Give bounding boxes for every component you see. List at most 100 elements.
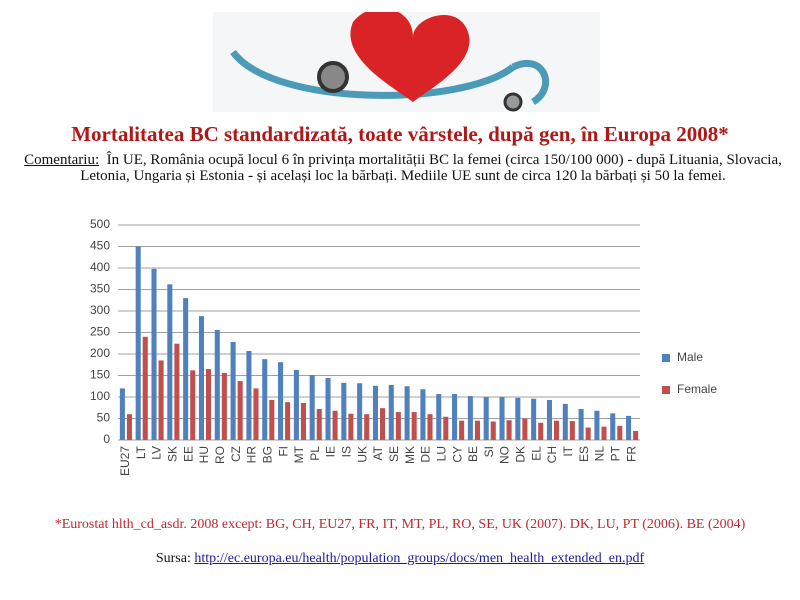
- bar: [474, 420, 480, 440]
- bar: [404, 386, 410, 440]
- bar: [459, 420, 465, 440]
- y-tick-label: 500: [90, 217, 110, 231]
- x-tick-label: IS: [340, 446, 354, 457]
- source: Sursa: http://ec.europa.eu/health/popula…: [0, 551, 800, 567]
- y-tick-label: 200: [90, 346, 110, 360]
- y-tick-label: 250: [90, 325, 110, 339]
- bar: [427, 414, 433, 440]
- x-tick-label: SE: [387, 446, 401, 462]
- bar: [174, 343, 180, 440]
- header-image: [213, 12, 600, 112]
- x-tick-label: PL: [308, 446, 322, 461]
- y-tick-label: 150: [90, 368, 110, 382]
- legend-swatch: [662, 354, 670, 362]
- bar: [309, 375, 315, 440]
- bar: [538, 422, 544, 440]
- x-tick-label: CZ: [229, 446, 243, 462]
- bar: [364, 414, 370, 440]
- bar: [293, 369, 299, 440]
- bar: [278, 362, 284, 440]
- slide-title: Mortalitatea BC standardizată, toate vâr…: [71, 122, 729, 146]
- bar: [246, 350, 252, 440]
- bar: [388, 384, 394, 440]
- bar: [610, 413, 616, 440]
- bar: [325, 378, 331, 440]
- bar: [506, 420, 512, 440]
- bar: [443, 416, 449, 440]
- bar: [452, 393, 458, 440]
- bar: [357, 383, 363, 440]
- comment: Comentariu: În UE, România ocupă locul 6…: [18, 152, 788, 184]
- bar: [594, 410, 600, 440]
- bar: [467, 396, 473, 440]
- bar: [531, 398, 537, 440]
- x-tick-label: NO: [498, 446, 512, 464]
- x-tick-label: HU: [197, 446, 211, 463]
- x-tick-label: MK: [403, 446, 417, 464]
- x-tick-label: IE: [324, 446, 338, 457]
- x-tick-label: SI: [482, 446, 496, 457]
- x-tick-label: DK: [514, 446, 528, 463]
- legend-label: Female: [677, 382, 717, 396]
- x-tick-label: NL: [593, 446, 607, 462]
- x-tick-label: UK: [355, 446, 369, 463]
- x-tick-label: BG: [260, 446, 274, 463]
- bar: [420, 389, 426, 440]
- bar: [183, 298, 189, 440]
- bar: [395, 412, 401, 440]
- bar: [372, 385, 378, 440]
- footnote: *Eurostat hlth_cd_asdr. 2008 except: BG,…: [54, 517, 746, 532]
- x-tick-label: AT: [371, 445, 385, 460]
- y-tick-label: 450: [90, 239, 110, 253]
- bar: [617, 425, 623, 440]
- bar: [151, 268, 157, 440]
- bar: [253, 388, 259, 440]
- bar: [214, 329, 220, 440]
- bar: [237, 381, 243, 440]
- bar: [316, 409, 322, 440]
- x-tick-label: FI: [276, 446, 290, 457]
- x-tick-label: MT: [292, 445, 306, 463]
- bar: [483, 397, 489, 440]
- bar: [554, 420, 560, 440]
- x-tick-label: CH: [545, 446, 559, 463]
- bar: [522, 418, 528, 440]
- bar: [578, 409, 584, 440]
- bar: [633, 430, 639, 440]
- y-tick-label: 300: [90, 303, 110, 317]
- bar: [348, 413, 354, 440]
- source-link[interactable]: http://ec.europa.eu/health/population_gr…: [194, 551, 645, 566]
- x-tick-label: FR: [624, 446, 638, 462]
- bar: [515, 397, 521, 440]
- x-tick-label: EU27: [118, 446, 132, 476]
- bar: [585, 427, 591, 440]
- bar: [158, 360, 164, 440]
- bar: [380, 408, 386, 440]
- x-tick-label: LV: [150, 446, 164, 460]
- bar: [626, 415, 632, 440]
- y-tick-label: 50: [97, 411, 111, 425]
- bar: [601, 426, 607, 440]
- bar: [190, 370, 196, 440]
- bar: [300, 403, 306, 440]
- x-tick-label: PT: [608, 445, 622, 461]
- bar: [562, 403, 568, 440]
- y-tick-label: 0: [103, 432, 110, 446]
- bar: [206, 369, 212, 440]
- legend-label: Male: [677, 350, 703, 364]
- x-tick-label: EL: [529, 446, 543, 461]
- x-tick-label: CY: [450, 446, 464, 463]
- bar: [490, 421, 496, 440]
- x-tick-label: SK: [166, 446, 180, 462]
- x-tick-label: IT: [561, 445, 575, 456]
- bar: [142, 336, 148, 440]
- x-tick-label: HR: [245, 446, 259, 464]
- legend-swatch: [662, 386, 670, 394]
- bar: [499, 397, 505, 440]
- comment-label: Comentariu:: [24, 152, 100, 168]
- bar: [221, 372, 227, 440]
- bar: [198, 316, 204, 440]
- x-tick-label: DE: [419, 446, 433, 463]
- bar: [269, 400, 275, 440]
